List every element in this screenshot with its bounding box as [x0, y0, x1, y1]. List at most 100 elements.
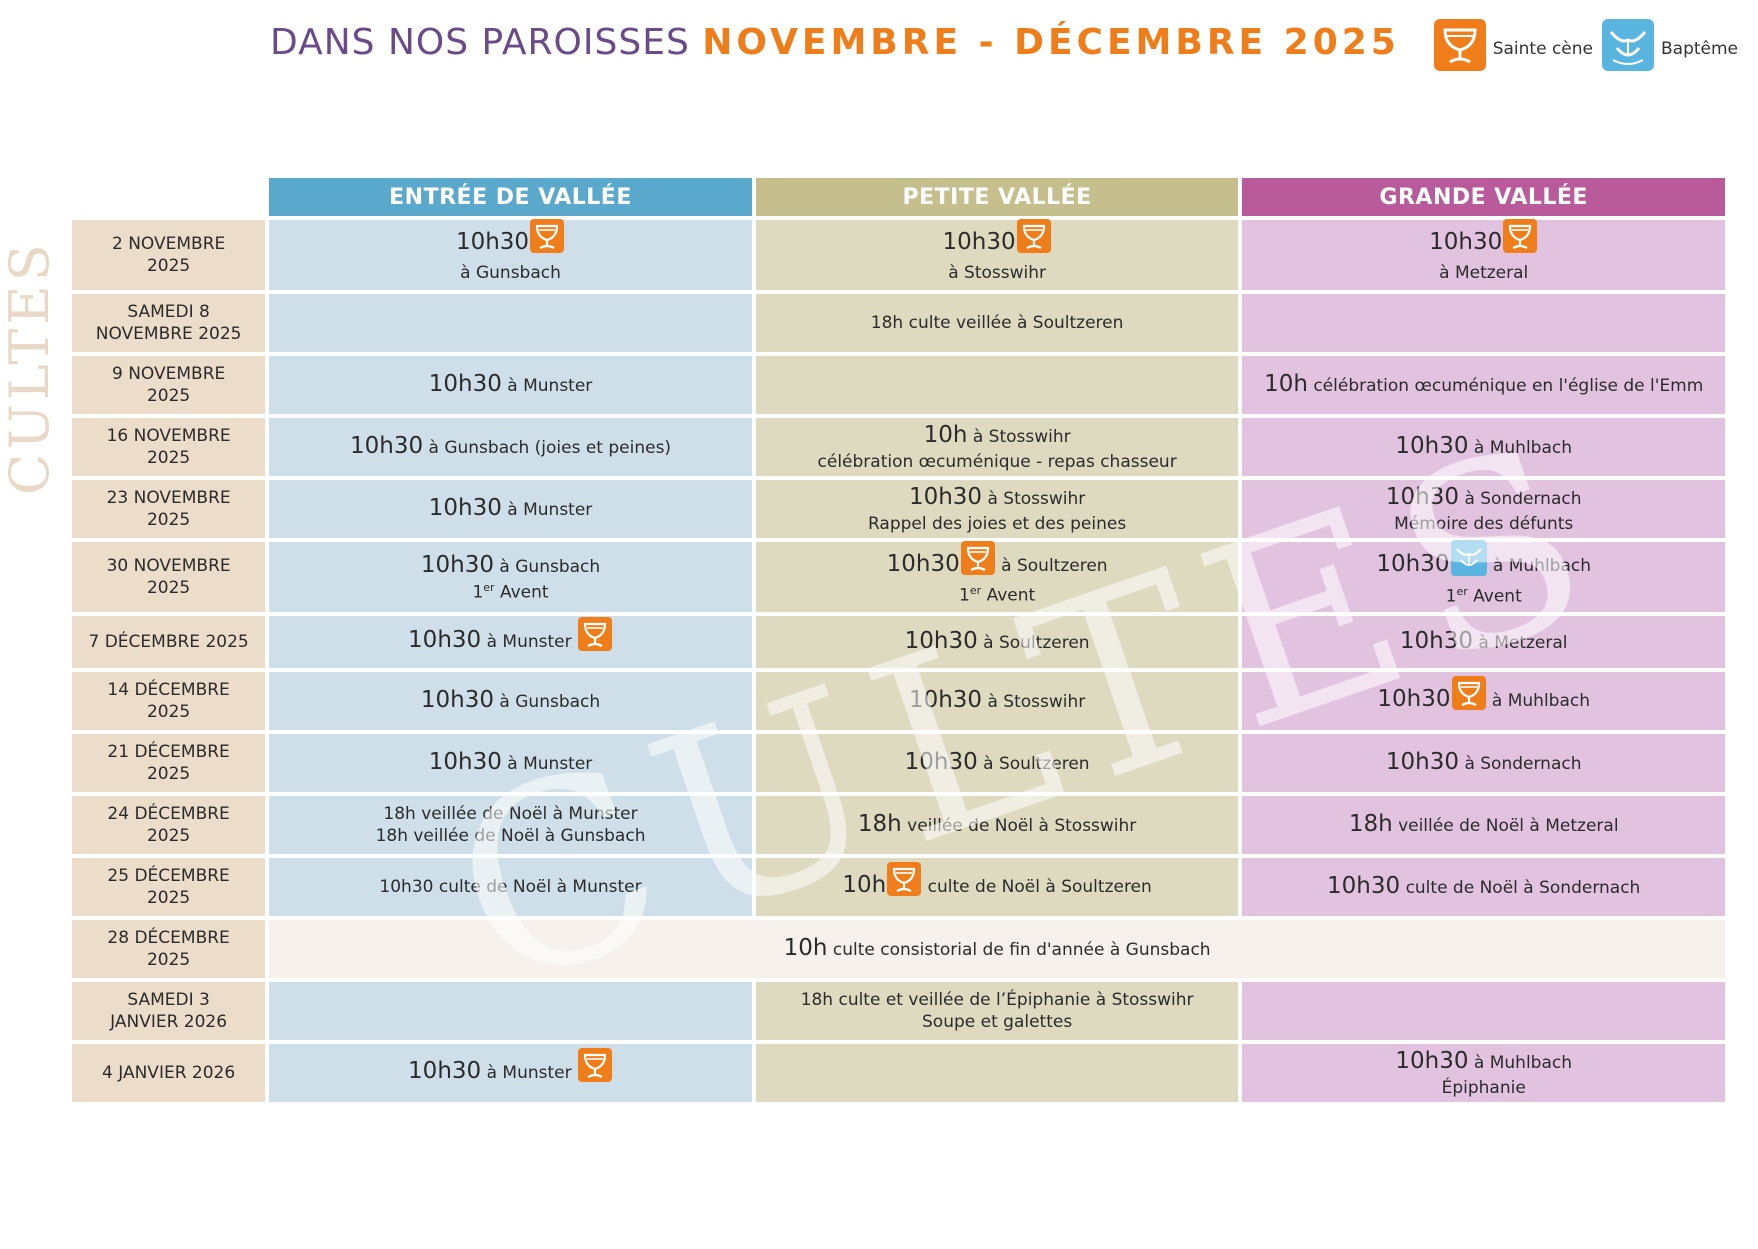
service-cell-entree: [269, 294, 752, 352]
column-header-petite: PETITE VALLÉE: [755, 178, 1239, 216]
service-time: 10h30: [904, 749, 978, 776]
communion-icon: [529, 218, 565, 254]
ordinal: 1: [1445, 586, 1457, 607]
service-text: à Muhlbach: [1492, 555, 1591, 576]
date-line: 23 NOVEMBRE: [106, 487, 231, 508]
date-line: 2025: [146, 888, 191, 908]
communion-icon: [1502, 218, 1538, 254]
service-text: à Munster: [507, 754, 593, 775]
service-cell-entree: 18h veillée de Noël à Munster 18h veillée…: [269, 796, 752, 854]
service-cell-petite: [755, 356, 1239, 414]
service-cell-entree: 10h30 à Munster: [269, 1044, 752, 1102]
ordinal: 1: [959, 585, 970, 606]
service-text: à Munster: [507, 500, 593, 521]
date-cell: 4 JANVIER 2026: [72, 1044, 266, 1102]
service-cell-grande: [1242, 294, 1725, 352]
service-text: 18h culte et veillée de l’Épiphanie à St…: [800, 989, 1194, 1010]
service-time: 10h30: [408, 627, 482, 653]
date-line: 21 DÉCEMBRE: [107, 741, 230, 762]
service-text: veillée de Noël à Metzeral: [1398, 816, 1619, 837]
service-time: 10h30: [1385, 749, 1460, 776]
service-cell-petite: 10h30 à Stosswihr: [755, 218, 1239, 290]
date-line: 2025: [146, 386, 191, 406]
date-line: 2025: [146, 256, 191, 276]
service-subtext: Avent: [499, 582, 549, 603]
service-time: 10h30: [349, 433, 424, 460]
schedule-row: SAMEDI 3 JANVIER 2026 18h culte et veillé…: [72, 982, 1725, 1040]
service-text: veillée de Noël à Stosswihr: [907, 816, 1137, 837]
service-time: 10h30: [908, 484, 983, 510]
service-cell-entree: 10h30 à Munster: [269, 356, 752, 414]
date-line: 14 DÉCEMBRE: [107, 679, 230, 700]
communion-icon: [577, 616, 613, 652]
service-cell-entree: 10h30 à Munster: [269, 480, 752, 538]
service-cell-grande: 10h30 à Muhlbach 1er Avent: [1242, 539, 1725, 612]
date-line: 2025: [146, 950, 191, 970]
schedule-table: ENTRÉE DE VALLÉE PETITE VALLÉE GRANDE VA…: [68, 174, 1729, 1106]
service-time: 10h30: [428, 371, 502, 398]
ordinal-suffix: er: [483, 580, 495, 594]
service-time: 18h: [1348, 811, 1393, 838]
communion-icon: [960, 540, 996, 576]
service-text: à Sondernach: [1464, 489, 1582, 509]
date-cell: 21 DÉCEMBRE 2025: [72, 734, 266, 792]
date-line: 2025: [146, 510, 191, 530]
service-time: 10h30: [1429, 228, 1503, 255]
service-cell-petite: 10h30 à Soultzeren: [755, 734, 1239, 792]
service-cell-grande: 10h30 à Muhlbach Épiphanie: [1242, 1044, 1725, 1102]
side-label: CULTES: [0, 240, 61, 495]
schedule-row: 24 DÉCEMBRE 2025 18h veillée de Noël à Mu…: [72, 796, 1725, 854]
service-subtext: 18h veillée de Noël à Gunsbach: [375, 826, 646, 846]
service-text: culte de Noël à Soultzeren: [927, 877, 1152, 897]
service-cell-petite: [755, 1044, 1239, 1102]
date-line: 25 DÉCEMBRE: [107, 865, 230, 886]
legend-baptism-label: Baptême: [1660, 39, 1738, 59]
date-line: 2025: [146, 826, 191, 846]
service-cell-grande: 10h30 à Metzeral: [1242, 616, 1725, 668]
service-time: 10h30: [420, 687, 495, 714]
service-cell-grande: 18h veillée de Noël à Metzeral: [1242, 796, 1725, 854]
service-text: à Gunsbach: [499, 692, 601, 713]
service-time: 10h30: [1327, 873, 1401, 900]
date-cell: 14 DÉCEMBRE 2025: [72, 672, 266, 730]
service-time: 10h30: [455, 228, 530, 255]
service-cell-entree: 10h30 à Gunsbach: [269, 672, 752, 730]
column-header-grande: GRANDE VALLÉE: [1242, 178, 1725, 216]
service-subtext: à Gunsbach: [460, 262, 561, 283]
service-cell-petite: 10h30 à Stosswihr: [755, 672, 1239, 730]
legend: Sainte cène Baptême: [1433, 18, 1746, 72]
service-cell-grande: 10h30 culte de Noël à Sondernach: [1242, 858, 1725, 916]
date-line: 24 DÉCEMBRE: [107, 803, 230, 824]
service-cell-grande: 10h30 à Sondernach: [1242, 734, 1725, 792]
service-cell-grande: 10h30 à Muhlbach: [1242, 418, 1725, 476]
date-line: 28 DÉCEMBRE: [107, 927, 230, 948]
communion-icon: [1016, 218, 1052, 254]
service-text: à Sondernach: [1464, 754, 1582, 775]
date-line: 2025: [146, 764, 191, 784]
service-cell-grande: 10h30 à Muhlbach: [1242, 672, 1725, 730]
service-subtext: à Metzeral: [1439, 262, 1529, 283]
schedule-row: 14 DÉCEMBRE 2025 10h30 à Gunsbach 10h30 à S…: [72, 672, 1725, 730]
service-cell-petite: 10h culte de Noël à Soultzeren: [755, 858, 1239, 916]
service-text: à Muhlbach: [1491, 691, 1590, 711]
service-cell-petite: 18h culte et veillée de l’Épiphanie à St…: [755, 982, 1239, 1040]
service-time: 10h30: [1376, 550, 1450, 577]
date-line: SAMEDI 8: [127, 301, 210, 322]
service-time: 10h30: [904, 628, 978, 655]
service-text: à Metzeral: [1478, 633, 1568, 654]
date-line: 2 NOVEMBRE: [111, 233, 226, 254]
date-cell: 7 DÉCEMBRE 2025: [72, 616, 266, 668]
service-text: à Muhlbach: [1473, 1053, 1572, 1073]
service-cell-petite: 10h à Stosswihr célébration œcuménique - …: [755, 418, 1239, 476]
service-cell-grande: 10h30 à Metzeral: [1242, 218, 1725, 290]
service-cell-entree: 10h30 à Gunsbach (joies et peines): [269, 418, 752, 476]
page-title: DANS NOS PAROISSES NOVEMBRE - DÉCEMBRE 2…: [270, 22, 1400, 63]
service-text: à Munster: [507, 376, 593, 397]
service-cell-grande: 10h30 à Sondernach Mémoire des défunts: [1242, 480, 1725, 538]
date-line: 2025: [146, 448, 191, 468]
schedule-row: 21 DÉCEMBRE 2025 10h30 à Munster 10h30 à So…: [72, 734, 1725, 792]
date-cell: SAMEDI 8 NOVEMBRE 2025: [72, 294, 266, 352]
schedule-row: 4 JANVIER 2026 10h30 à Munster 10h30 à Mu…: [72, 1044, 1725, 1102]
legend-communion-label: Sainte cène: [1492, 39, 1593, 59]
service-cell-all-parishes: 10h culte consistorial de fin d'année à …: [269, 920, 1725, 978]
